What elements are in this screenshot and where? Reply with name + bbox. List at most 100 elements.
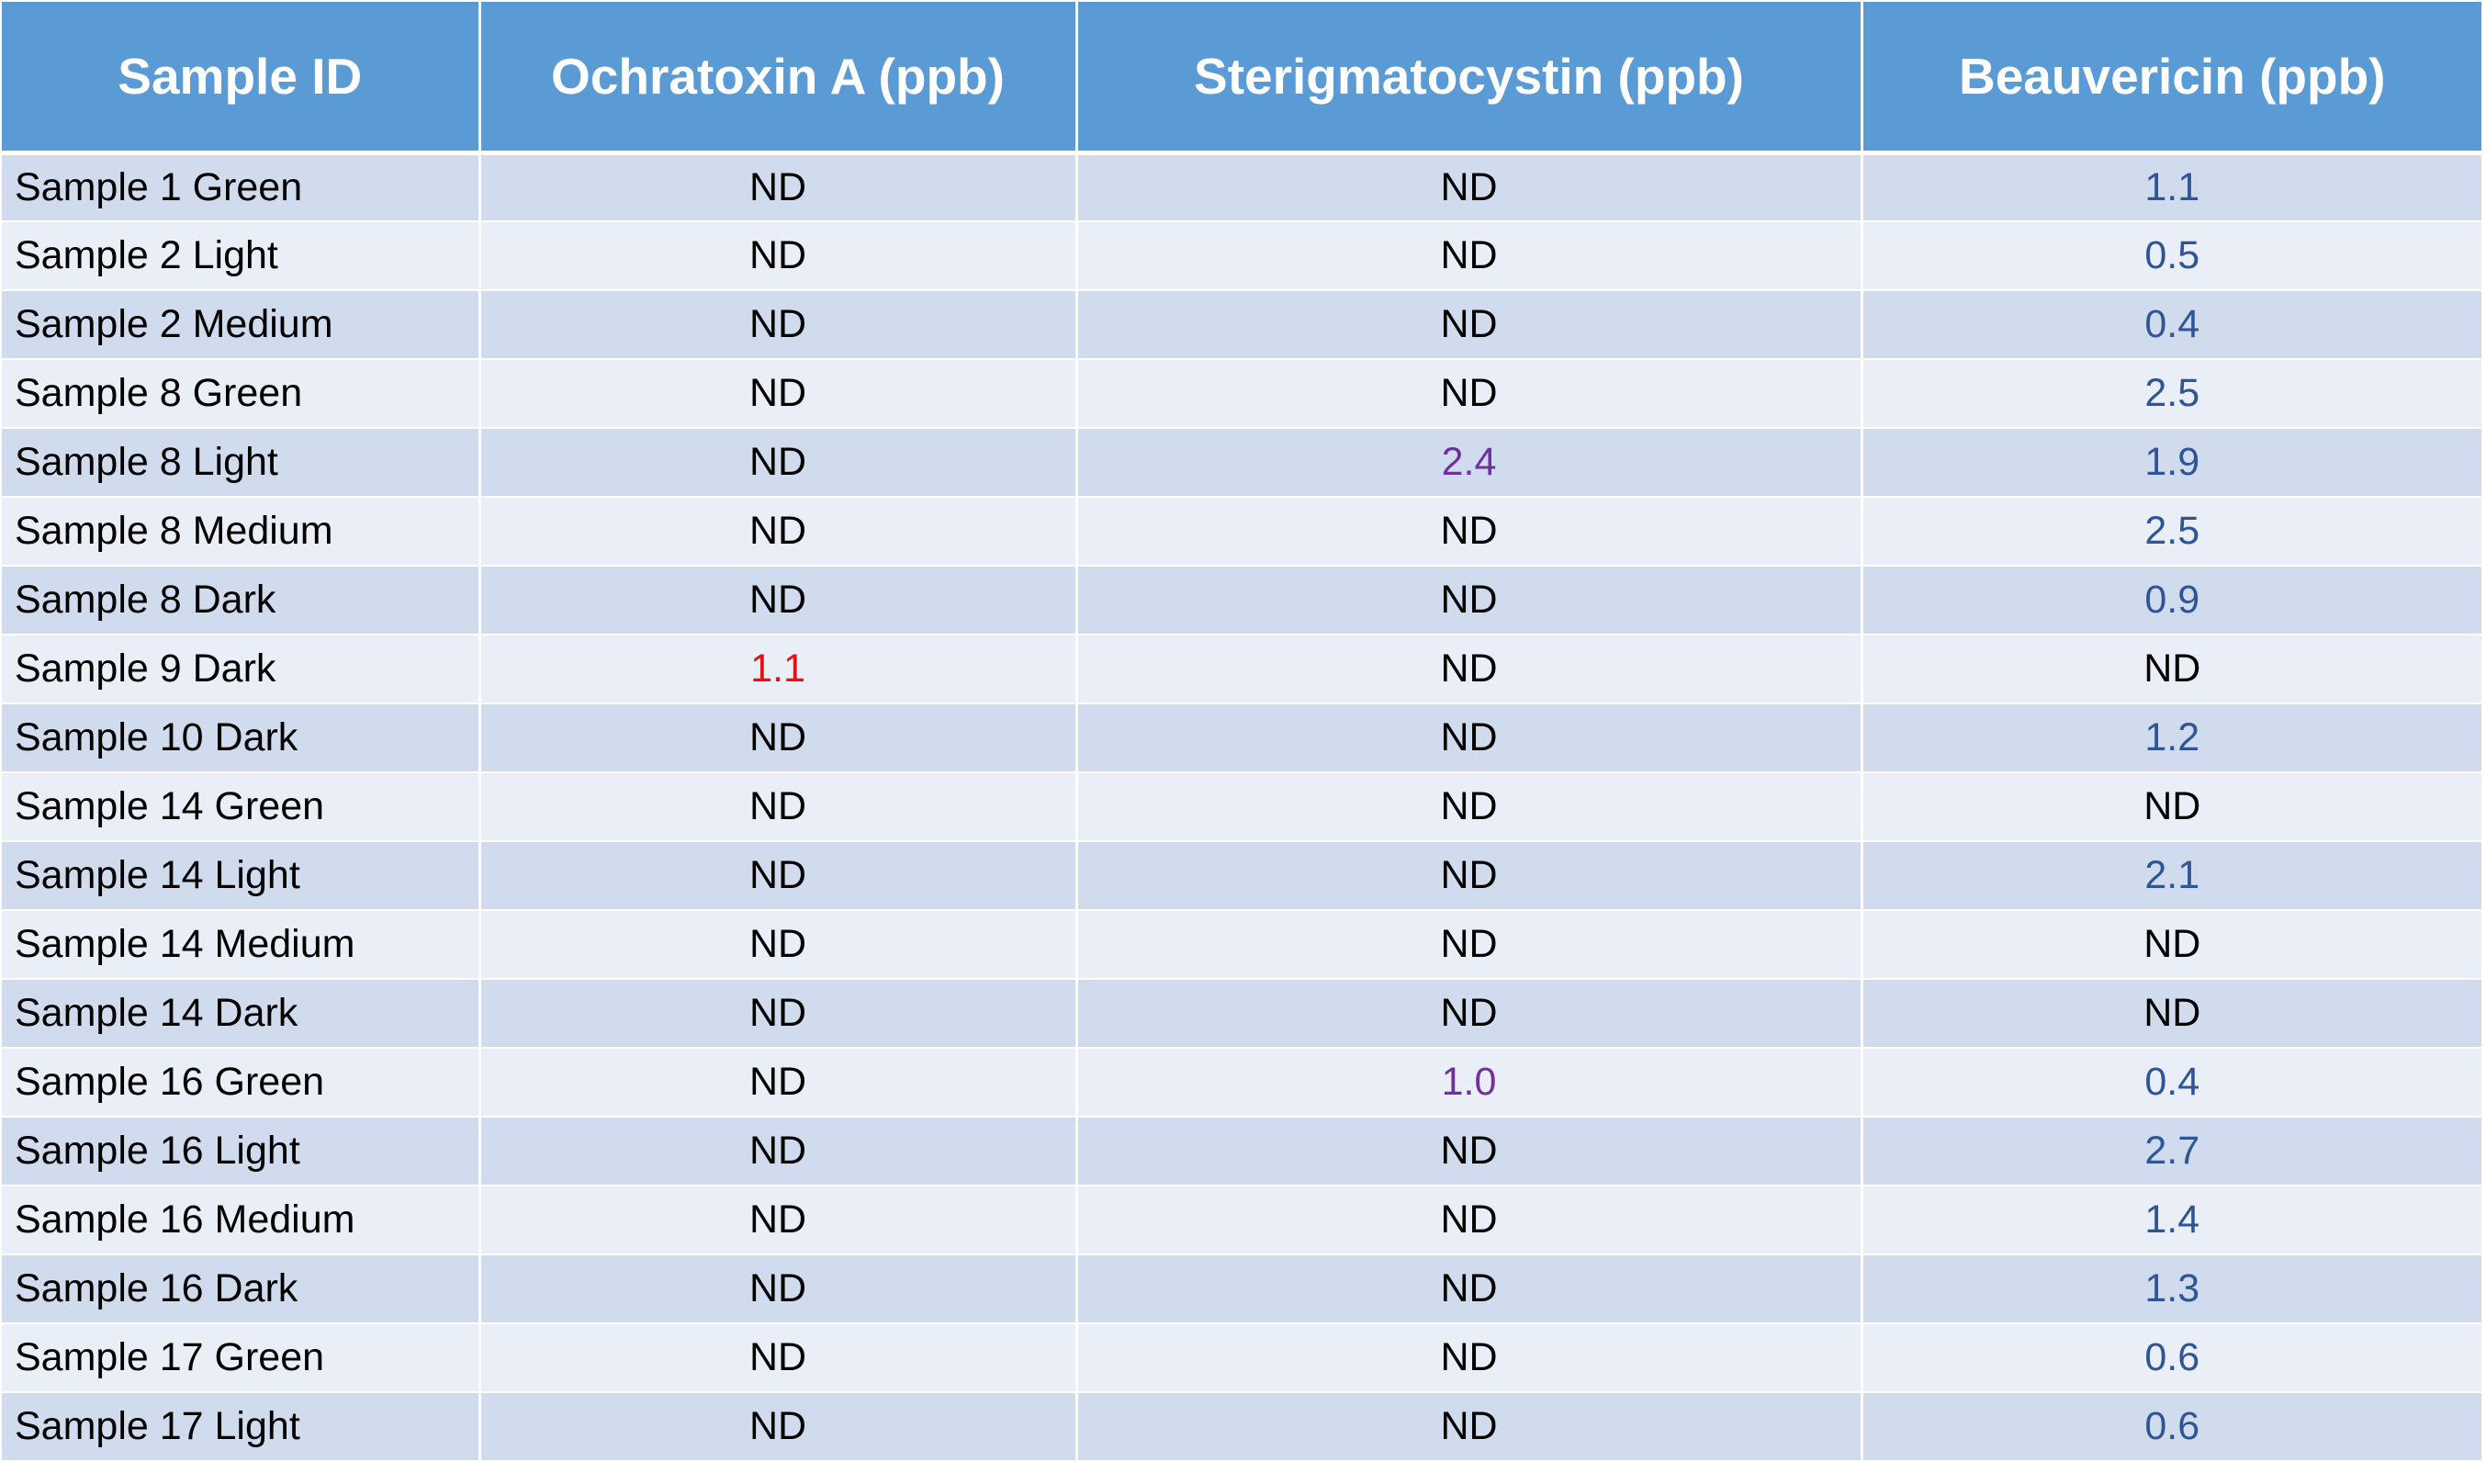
column-header-beauvericin: Beauvericin (ppb) [1862, 2, 2481, 155]
sterigmatocystin-cell: ND [1076, 1186, 1863, 1255]
sterigmatocystin-cell: ND [1076, 221, 1863, 291]
sterigmatocystin-cell: ND [1076, 979, 1863, 1049]
table-row: Sample 8 Dark ND ND 0.9 [2, 566, 2481, 635]
table-row: Sample 17 Light ND ND 0.6 [2, 1392, 2481, 1462]
sample-id-cell: Sample 17 Light [2, 1392, 481, 1462]
sample-id-cell: Sample 16 Green [2, 1048, 481, 1118]
sample-id-cell: Sample 14 Green [2, 772, 481, 842]
table-row: Sample 1 Green ND ND 1.1 [2, 152, 2481, 222]
ochratoxin-a-cell: ND [479, 1048, 1078, 1118]
beauvericin-cell: ND [1862, 635, 2481, 704]
beauvericin-cell: 1.2 [1862, 703, 2481, 773]
sterigmatocystin-cell: ND [1076, 841, 1863, 911]
sample-id-cell: Sample 14 Medium [2, 910, 481, 980]
ochratoxin-a-cell: ND [479, 1254, 1078, 1324]
sterigmatocystin-cell: ND [1076, 1254, 1863, 1324]
ochratoxin-a-cell: ND [479, 359, 1078, 429]
ochratoxin-a-cell: ND [479, 428, 1078, 498]
sample-id-cell: Sample 14 Dark [2, 979, 481, 1049]
table-row: Sample 8 Medium ND ND 2.5 [2, 497, 2481, 567]
table-row: Sample 16 Medium ND ND 1.4 [2, 1186, 2481, 1255]
sample-id-cell: Sample 17 Green [2, 1323, 481, 1393]
sample-id-cell: Sample 16 Medium [2, 1186, 481, 1255]
ochratoxin-a-cell: ND [479, 841, 1078, 911]
ochratoxin-a-cell: ND [479, 221, 1078, 291]
table-row: Sample 14 Medium ND ND ND [2, 910, 2481, 980]
sterigmatocystin-cell: ND [1076, 1117, 1863, 1186]
table-row: Sample 16 Green ND 1.0 0.4 [2, 1048, 2481, 1118]
sterigmatocystin-cell: ND [1076, 290, 1863, 360]
ochratoxin-a-cell: ND [479, 1186, 1078, 1255]
ochratoxin-a-cell: ND [479, 979, 1078, 1049]
beauvericin-cell: 0.4 [1862, 1048, 2481, 1118]
sterigmatocystin-cell: ND [1076, 359, 1863, 429]
sterigmatocystin-cell: ND [1076, 566, 1863, 635]
column-header-sterigmatocystin: Sterigmatocystin (ppb) [1076, 2, 1863, 155]
sample-id-cell: Sample 8 Green [2, 359, 481, 429]
sterigmatocystin-cell: ND [1076, 635, 1863, 704]
sample-id-cell: Sample 16 Dark [2, 1254, 481, 1324]
header-row: Sample ID Ochratoxin A (ppb) Sterigmatoc… [2, 2, 2481, 155]
ochratoxin-a-cell: ND [479, 497, 1078, 567]
sterigmatocystin-cell: ND [1076, 1323, 1863, 1393]
sterigmatocystin-cell: ND [1076, 910, 1863, 980]
table-row: Sample 16 Light ND ND 2.7 [2, 1117, 2481, 1186]
beauvericin-cell: 0.6 [1862, 1323, 2481, 1393]
sample-id-cell: Sample 10 Dark [2, 703, 481, 773]
table-row: Sample 14 Light ND ND 2.1 [2, 841, 2481, 911]
sample-id-cell: Sample 2 Light [2, 221, 481, 291]
ochratoxin-a-cell: ND [479, 703, 1078, 773]
table-row: Sample 10 Dark ND ND 1.2 [2, 703, 2481, 773]
sterigmatocystin-cell: ND [1076, 152, 1863, 222]
ochratoxin-a-cell: ND [479, 1117, 1078, 1186]
table-row: Sample 14 Dark ND ND ND [2, 979, 2481, 1049]
beauvericin-cell: 2.1 [1862, 841, 2481, 911]
sample-id-cell: Sample 2 Medium [2, 290, 481, 360]
beauvericin-cell: ND [1862, 910, 2481, 980]
sterigmatocystin-cell: 2.4 [1076, 428, 1863, 498]
column-header-sample-id: Sample ID [2, 2, 481, 155]
sample-id-cell: Sample 9 Dark [2, 635, 481, 704]
beauvericin-cell: 0.6 [1862, 1392, 2481, 1462]
sterigmatocystin-cell: ND [1076, 772, 1863, 842]
beauvericin-cell: 2.5 [1862, 359, 2481, 429]
sterigmatocystin-cell: ND [1076, 703, 1863, 773]
beauvericin-cell: 0.9 [1862, 566, 2481, 635]
beauvericin-cell: ND [1862, 979, 2481, 1049]
ochratoxin-a-cell: ND [479, 290, 1078, 360]
ochratoxin-a-cell: ND [479, 566, 1078, 635]
beauvericin-cell: ND [1862, 772, 2481, 842]
table-row: Sample 2 Light ND ND 0.5 [2, 221, 2481, 291]
sample-id-cell: Sample 1 Green [2, 152, 481, 222]
ochratoxin-a-cell: ND [479, 152, 1078, 222]
sterigmatocystin-cell: 1.0 [1076, 1048, 1863, 1118]
beauvericin-cell: 0.5 [1862, 221, 2481, 291]
beauvericin-cell: 1.4 [1862, 1186, 2481, 1255]
sample-id-cell: Sample 8 Light [2, 428, 481, 498]
beauvericin-cell: 1.3 [1862, 1254, 2481, 1324]
beauvericin-cell: 1.1 [1862, 152, 2481, 222]
sample-id-cell: Sample 8 Dark [2, 566, 481, 635]
sample-id-cell: Sample 8 Medium [2, 497, 481, 567]
table-row: Sample 14 Green ND ND ND [2, 772, 2481, 842]
table-row: Sample 9 Dark 1.1 ND ND [2, 635, 2481, 704]
ochratoxin-a-cell: 1.1 [479, 635, 1078, 704]
beauvericin-cell: 2.5 [1862, 497, 2481, 567]
table-header: Sample ID Ochratoxin A (ppb) Sterigmatoc… [2, 2, 2481, 155]
ochratoxin-a-cell: ND [479, 1392, 1078, 1462]
sterigmatocystin-cell: ND [1076, 1392, 1863, 1462]
beauvericin-cell: 0.4 [1862, 290, 2481, 360]
ochratoxin-a-cell: ND [479, 772, 1078, 842]
ochratoxin-a-cell: ND [479, 910, 1078, 980]
table-row: Sample 8 Green ND ND 2.5 [2, 359, 2481, 429]
table-body: Sample 1 Green ND ND 1.1 Sample 2 Light ND ND 0… [2, 152, 2481, 1462]
table-row: Sample 2 Medium ND ND 0.4 [2, 290, 2481, 360]
table-row: Sample 17 Green ND ND 0.6 [2, 1323, 2481, 1393]
column-header-ochratoxin-a: Ochratoxin A (ppb) [479, 2, 1078, 155]
beauvericin-cell: 2.7 [1862, 1117, 2481, 1186]
table-row: Sample 16 Dark ND ND 1.3 [2, 1254, 2481, 1324]
ochratoxin-a-cell: ND [479, 1323, 1078, 1393]
sample-id-cell: Sample 16 Light [2, 1117, 481, 1186]
sample-id-cell: Sample 14 Light [2, 841, 481, 911]
